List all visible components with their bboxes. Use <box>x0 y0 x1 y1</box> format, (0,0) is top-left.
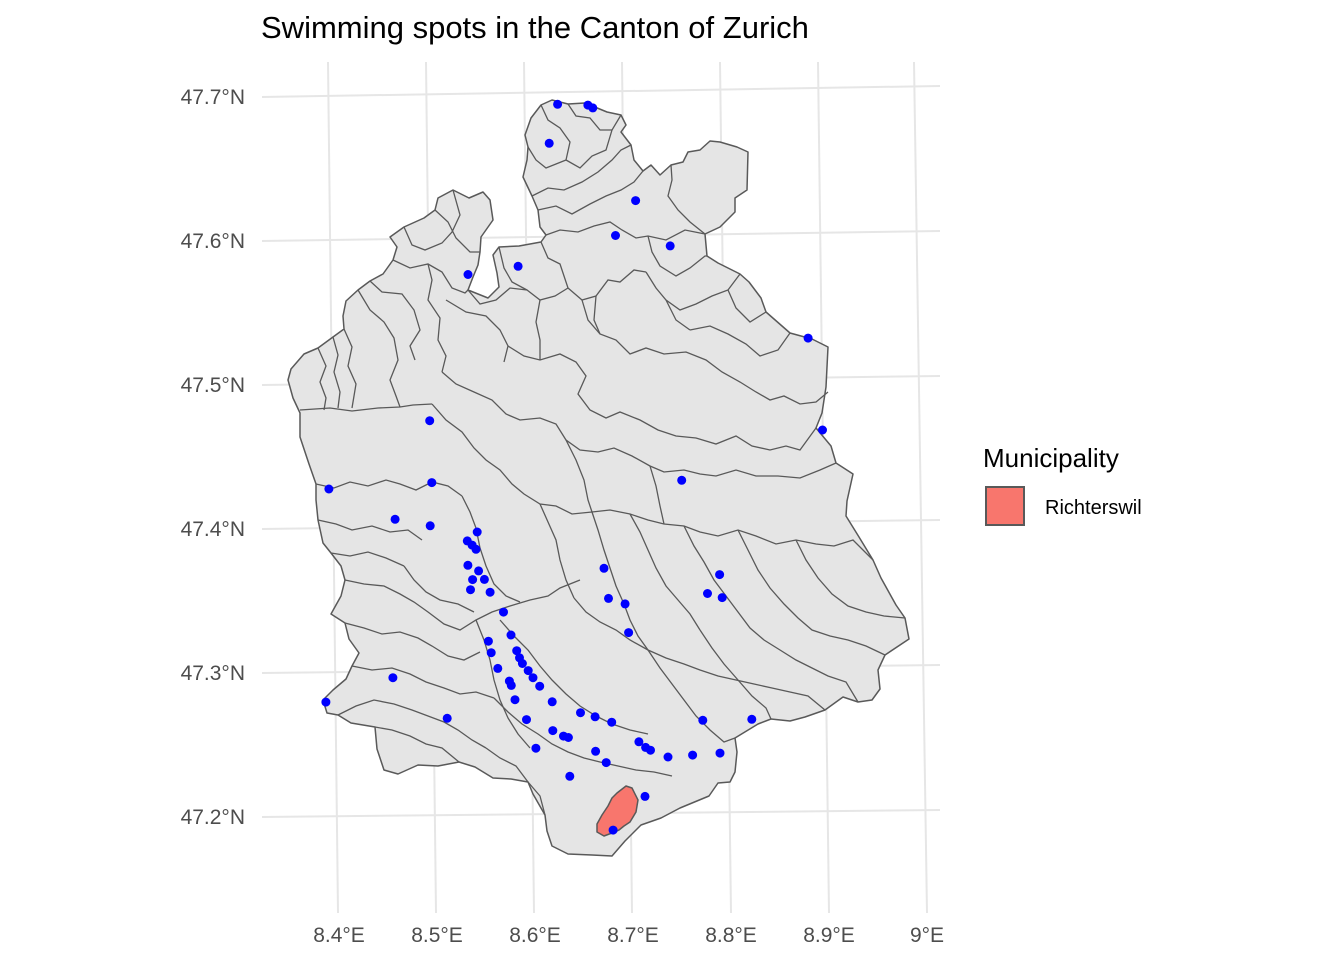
swimming-spot-point <box>663 752 673 762</box>
swimming-spot-point <box>485 587 495 597</box>
swimming-spot-point <box>688 750 698 760</box>
canton-zurich-map <box>287 99 910 857</box>
swimming-spot-point <box>506 680 516 690</box>
swimming-spot-point <box>631 196 641 206</box>
swimming-spot-point <box>703 589 712 598</box>
y-tick-label: 47.4°N <box>181 518 245 541</box>
swimming-spot-point <box>535 681 545 691</box>
canton-outline <box>287 99 910 857</box>
swimming-spot-point <box>565 771 575 781</box>
swimming-spot-point <box>715 570 725 580</box>
swimming-spot-point <box>483 636 493 646</box>
swimming-spot-point <box>591 746 601 756</box>
swimming-spot-point <box>611 231 620 240</box>
swimming-spot-point <box>321 697 331 707</box>
y-axis-ticks: 47.7°N 47.6°N 47.5°N 47.4°N 47.3°N 47.2°… <box>181 86 245 829</box>
swimming-spot-point <box>548 726 558 736</box>
swimming-spot-point <box>544 138 554 148</box>
swimming-spot-point <box>640 791 650 801</box>
swimming-spots <box>321 99 827 835</box>
swimming-spot-point <box>522 715 531 725</box>
swimming-spot-point <box>803 333 813 343</box>
swimming-spot-point <box>425 521 435 531</box>
legend-label: Richterswil <box>1045 497 1142 519</box>
swimming-spot-point <box>390 514 400 524</box>
swimming-spot-point <box>563 733 573 742</box>
swimming-spot-point <box>499 607 508 617</box>
swimming-spot-point <box>463 560 473 570</box>
swimming-spot-point <box>425 416 435 426</box>
y-tick-label: 47.2°N <box>181 806 245 829</box>
swimming-spot-point <box>513 261 523 271</box>
x-tick-label: 8.9°E <box>803 924 855 947</box>
y-tick-label: 47.3°N <box>181 662 245 685</box>
swimming-spot-point <box>624 628 634 638</box>
swimming-spot-point <box>486 648 496 658</box>
swimming-spot-point <box>818 425 827 435</box>
x-tick-label: 8.7°E <box>607 924 659 947</box>
swimming-spot-point <box>474 566 484 576</box>
swimming-spot-point <box>427 478 437 488</box>
swimming-spot-point <box>472 527 482 537</box>
y-tick-label: 47.5°N <box>181 374 245 397</box>
swimming-spot-point <box>466 585 475 595</box>
swimming-spot-point <box>608 825 618 835</box>
swimming-spot-point <box>717 593 727 603</box>
legend-key-richterswil <box>985 486 1025 526</box>
legend-title: Municipality <box>983 443 1119 473</box>
swimming-spot-point <box>442 713 452 723</box>
y-tick-label: 47.6°N <box>181 230 245 253</box>
x-tick-label: 9°E <box>910 924 944 947</box>
swimming-spot-point <box>715 748 725 758</box>
swimming-spot-point <box>531 743 541 753</box>
x-tick-label: 8.4°E <box>313 924 365 947</box>
swimming-spot-point <box>607 717 617 727</box>
swimming-spot-point <box>468 575 478 585</box>
swimming-spot-point <box>506 630 516 640</box>
swimming-spot-point <box>601 758 611 768</box>
swimming-spot-point <box>493 663 503 673</box>
swimming-spot-point <box>547 697 557 707</box>
swimming-spot-point <box>388 673 398 683</box>
swimming-spot-point <box>463 270 473 279</box>
swimming-spot-point <box>510 695 520 705</box>
swimming-spot-point <box>620 599 630 609</box>
swimming-spot-point <box>604 593 613 603</box>
swimming-spot-point <box>471 544 481 554</box>
grid-line-lat-47.7 <box>261 85 941 98</box>
swimming-spot-point <box>634 737 644 747</box>
swimming-spot-point <box>588 103 598 113</box>
x-tick-label: 8.5°E <box>411 924 463 947</box>
y-tick-label: 47.7°N <box>181 86 245 109</box>
x-tick-label: 8.6°E <box>509 924 561 947</box>
swimming-spot-point <box>576 708 585 718</box>
swimming-spot-point <box>646 745 655 755</box>
swimming-spot-point <box>324 484 334 494</box>
swimming-spot-point <box>747 714 757 724</box>
x-tick-label: 8.8°E <box>705 924 757 947</box>
swimming-spot-point <box>553 99 563 109</box>
swimming-spot-point <box>599 563 609 573</box>
map-title: Swimming spots in the Canton of Zurich <box>261 10 809 45</box>
x-axis-ticks: 8.4°E 8.5°E 8.6°E 8.7°E 8.8°E 8.9°E 9°E <box>313 924 944 947</box>
swimming-spot-point <box>512 646 522 656</box>
swimming-spot-point <box>590 712 600 722</box>
swimming-spot-point <box>517 659 527 668</box>
swimming-spot-point <box>528 673 538 683</box>
grid-line-lon-9.0 <box>913 61 928 914</box>
swimming-spot-point <box>677 475 687 485</box>
swimming-spot-point <box>665 241 675 251</box>
swimming-spot-point <box>479 574 489 584</box>
municipality-borders <box>299 103 906 816</box>
swimming-spot-point <box>523 666 533 676</box>
swimming-spot-point <box>698 715 708 725</box>
